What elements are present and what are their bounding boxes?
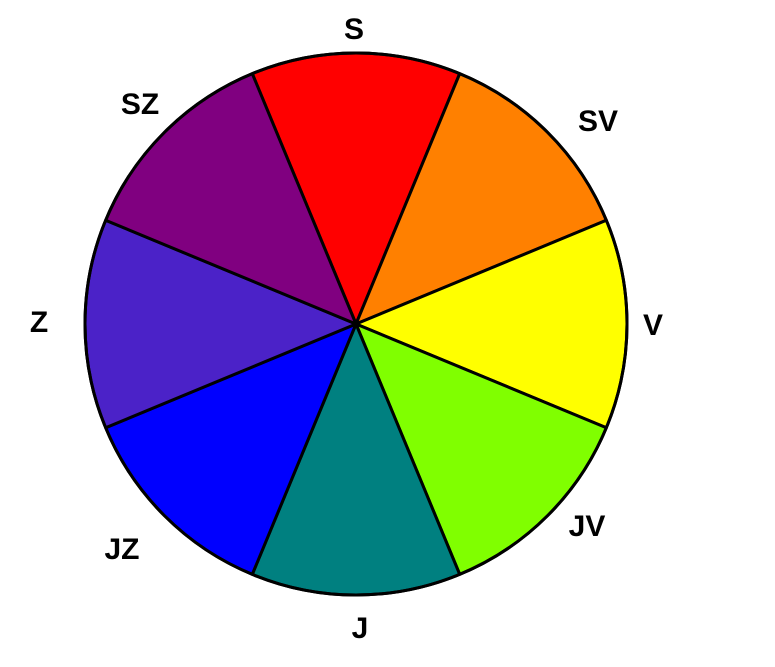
- direction-labels: S SV V JV J JZ Z SZ: [30, 13, 663, 645]
- label-sv: SV: [578, 105, 618, 138]
- label-sz: SZ: [121, 88, 159, 121]
- label-v: V: [643, 309, 663, 342]
- label-jz: JZ: [104, 533, 139, 566]
- label-z: Z: [30, 306, 48, 339]
- label-j: J: [352, 612, 369, 645]
- label-s: S: [344, 13, 364, 46]
- wheel-sectors: [83, 51, 629, 597]
- wheel-outline: [83, 51, 629, 597]
- label-jv: JV: [569, 510, 606, 543]
